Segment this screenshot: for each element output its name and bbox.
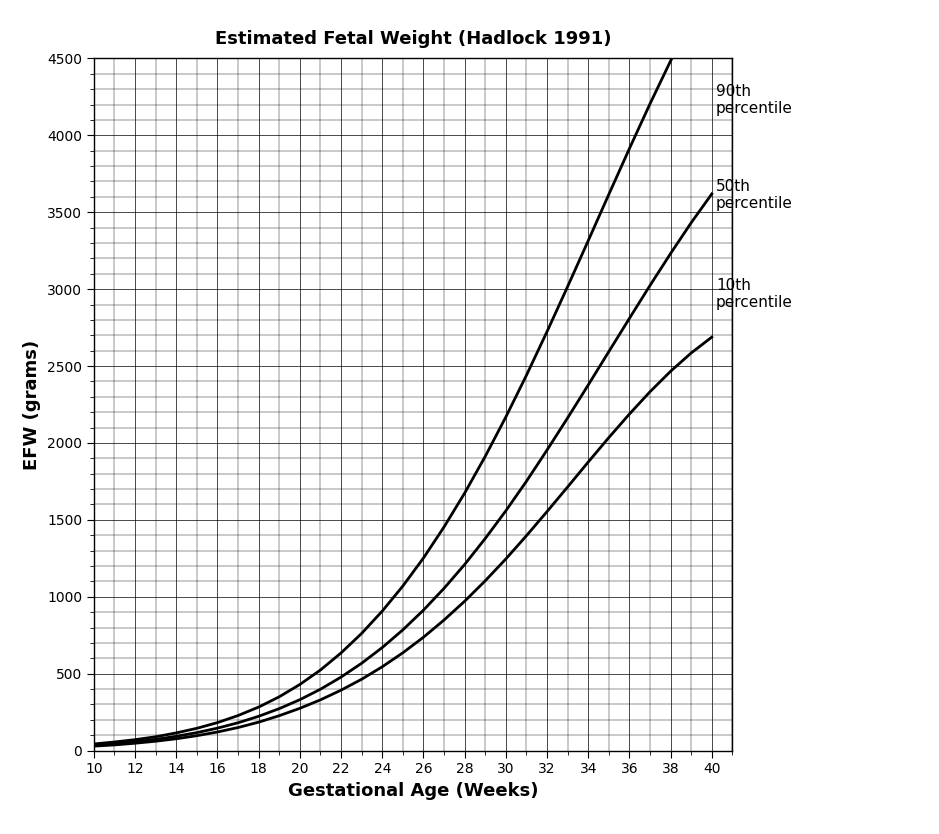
Title: Estimated Fetal Weight (Hadlock 1991): Estimated Fetal Weight (Hadlock 1991): [215, 31, 611, 48]
X-axis label: Gestational Age (Weeks): Gestational Age (Weeks): [288, 782, 538, 800]
Y-axis label: EFW (grams): EFW (grams): [23, 339, 41, 470]
Text: 90th
percentile: 90th percentile: [716, 83, 793, 116]
Text: 50th
percentile: 50th percentile: [716, 179, 793, 212]
Text: 10th
percentile: 10th percentile: [716, 278, 793, 310]
